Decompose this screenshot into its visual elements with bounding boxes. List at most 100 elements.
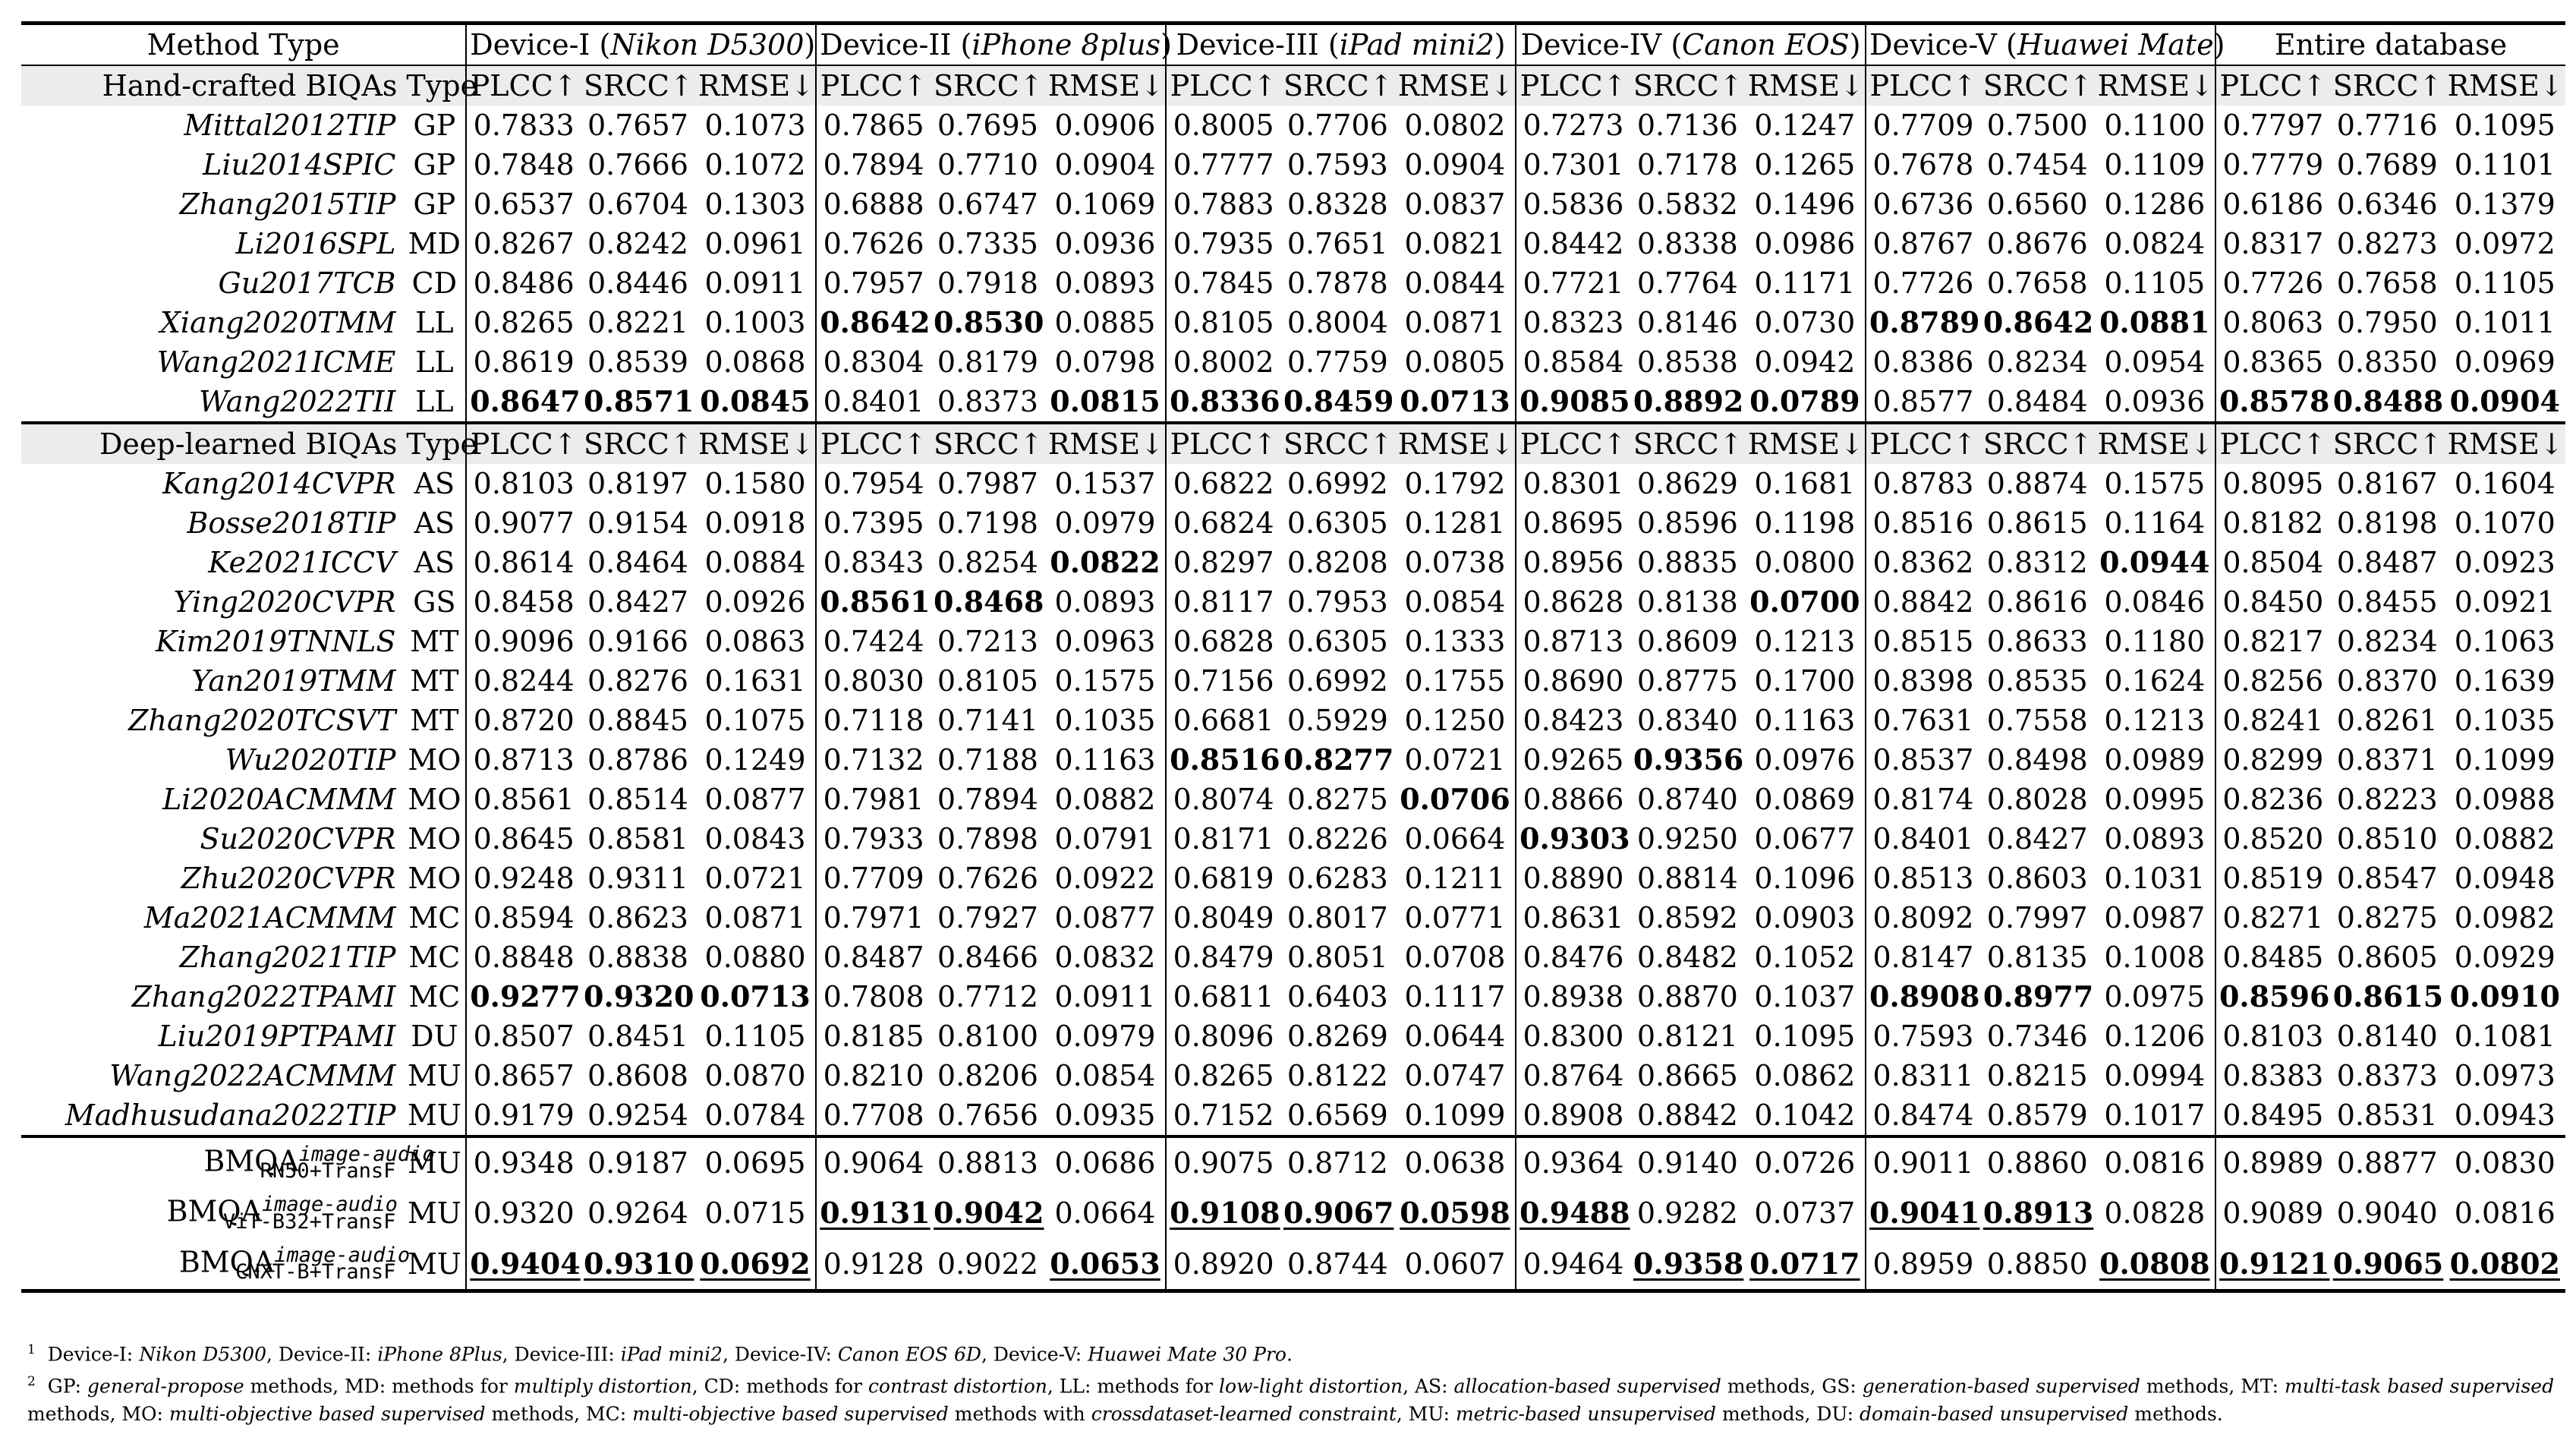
metric-cell: 0.7898 — [937, 822, 1038, 856]
metric-cell: 0.8386 — [1865, 342, 1980, 382]
metric-header: RMSE↓ — [1744, 423, 1866, 464]
method-name: Liu2019PTPAMI — [158, 1020, 396, 1053]
metric-cell: 0.0884 — [704, 546, 806, 579]
best-value: 0.9488 — [1519, 1196, 1630, 1231]
metric-header: SRCC↑ — [931, 65, 1045, 106]
metric-cell: 0.8147 — [1865, 938, 1980, 977]
metric-cell: 0.8179 — [937, 345, 1038, 379]
metric-cell: 0.0854 — [1054, 1059, 1156, 1092]
metric-cell: 0.0598 — [1395, 1188, 1516, 1238]
table-row: Wang2022ACMMM MU 0.8657 0.8608 0.0870 0.8210 0… — [21, 1056, 2565, 1095]
metric-cell: 0.7335 — [937, 227, 1038, 260]
metric-cell: 0.1333 — [1404, 625, 1506, 658]
metric-cell: 0.8571 — [584, 384, 694, 418]
device-label: Device-I — [470, 28, 590, 61]
metric-cell: 0.8740 — [1636, 783, 1738, 816]
table-row: Su2020CVPR MO 0.8645 0.8581 0.0843 0.7933 0.78… — [21, 819, 2565, 859]
method-name: Zhang2015TIP — [179, 188, 396, 221]
metric-cell: 0.7716 — [2336, 109, 2438, 142]
method-name: Yan2019TMM — [191, 664, 396, 698]
metric-cell: 0.6186 — [2214, 184, 2330, 224]
metric-cell: 0.7273 — [1515, 106, 1630, 145]
best-value: 0.0808 — [2099, 1246, 2210, 1281]
footnote-fragment: methods with — [948, 1402, 1091, 1425]
footnote-fragment: , Device-V: — [981, 1343, 1088, 1366]
metric-cell: 0.8614 — [465, 543, 581, 582]
best-value: 0.9121 — [2219, 1246, 2330, 1281]
metric-cell: 0.8866 — [1515, 780, 1630, 819]
metric-cell: 0.7198 — [937, 506, 1038, 540]
metric-cell: 0.8254 — [937, 546, 1038, 579]
best-value: 0.0802 — [2449, 1246, 2560, 1281]
metric-cell: 0.0845 — [700, 384, 811, 418]
metric-cell: 0.7709 — [815, 859, 931, 898]
metric-cell: 0.8074 — [1165, 780, 1280, 819]
metric-cell: 0.6736 — [1865, 184, 1980, 224]
method-type: GP — [413, 109, 456, 142]
metric-cell: 0.1247 — [1754, 109, 1856, 142]
metric-cell: 0.8631 — [1515, 898, 1630, 938]
metric-header: PLCC↑ — [1515, 423, 1630, 464]
metric-cell: 0.7346 — [1986, 1020, 2088, 1053]
metric-cell: 0.8633 — [1986, 625, 2088, 658]
method-name: Su2020CVPR — [200, 822, 396, 856]
metric-cell: 0.8628 — [1515, 582, 1630, 622]
header-row: Method Type Device-I (Nikon D5300) Device… — [21, 23, 2565, 65]
best-value: 0.0692 — [700, 1246, 811, 1281]
metric-cell: 0.0747 — [1404, 1059, 1506, 1092]
footnote-fragment: methods, MD: methods for — [244, 1375, 514, 1398]
metric-cell: 0.1250 — [1404, 704, 1506, 737]
best-value: 0.9404 — [470, 1246, 581, 1281]
bmqa-method-name: BMQAimage-audioRN50+TransF — [21, 1136, 434, 1188]
metric-cell: 0.7500 — [1986, 109, 2088, 142]
footnote-fragment: multi-task based supervised — [2285, 1375, 2555, 1398]
metric-cell: 0.8273 — [2336, 227, 2438, 260]
metric-cell: 0.0936 — [1054, 227, 1156, 260]
metric-cell: 0.1180 — [2104, 625, 2206, 658]
metric-cell: 0.0713 — [1400, 384, 1510, 418]
metric-cell: 0.9310 — [581, 1239, 695, 1291]
metric-cell: 0.8446 — [587, 266, 688, 300]
bmqa-method-name: BMQAimage-audioCNXT-B+TransF — [21, 1239, 410, 1291]
metric-cell: 0.9264 — [587, 1196, 688, 1231]
device-model: Canon EOS — [1682, 28, 1850, 61]
metric-cell: 0.8515 — [1865, 622, 1980, 661]
metric-cell: 0.7777 — [1165, 145, 1280, 184]
metric-cell: 0.8171 — [1165, 819, 1280, 859]
bmqa-method-name: BMQAimage-audioViT-B32+TransF — [21, 1188, 403, 1238]
metric-cell: 0.8615 — [2332, 979, 2444, 1013]
metric-cell: 0.0893 — [1054, 585, 1156, 619]
metric-cell: 0.8323 — [1515, 303, 1630, 342]
metric-cell: 0.9166 — [587, 625, 688, 658]
metric-cell: 0.7797 — [2214, 106, 2330, 145]
method-name: Li2020ACMMM — [162, 783, 396, 816]
metric-cell: 0.7726 — [2214, 263, 2330, 303]
metric-cell: 0.0882 — [2454, 822, 2556, 856]
metric-cell: 0.8455 — [2336, 585, 2438, 619]
metric-cell: 0.7918 — [937, 266, 1038, 300]
metric-cell: 0.8051 — [1286, 941, 1388, 974]
metric-cell: 0.7808 — [815, 977, 931, 1017]
metric-cell: 0.9041 — [1865, 1188, 1980, 1239]
metric-cell: 0.8256 — [2214, 661, 2330, 701]
method-type: MT — [410, 625, 459, 658]
metric-cell: 0.7141 — [937, 704, 1038, 737]
metric-cell: 0.0843 — [704, 822, 806, 856]
table-row: Yan2019TMM MT 0.8244 0.8276 0.1631 0.8030 0.81… — [21, 661, 2565, 701]
table-row: Zhang2020TCSVT MT 0.8720 0.8845 0.1075 0.7118… — [21, 701, 2565, 740]
bmqa-superscript: image-audio — [298, 1143, 435, 1166]
metric-cell: 0.8423 — [1515, 701, 1630, 740]
footnote-fragment: methods. — [2128, 1402, 2223, 1425]
metric-cell: 0.1281 — [1404, 506, 1506, 540]
metric-cell: 0.8442 — [1515, 224, 1630, 263]
method-name: Ke2021ICCV — [208, 546, 396, 579]
metric-cell: 0.7132 — [815, 740, 931, 780]
metric-cell: 0.9348 — [465, 1136, 581, 1189]
metric-cell: 0.9488 — [1515, 1188, 1630, 1239]
metric-cell: 0.7626 — [937, 862, 1038, 895]
metric-cell: 0.9248 — [465, 859, 581, 898]
method-name: Wang2022ACMMM — [109, 1059, 396, 1092]
metric-cell: 0.8615 — [1986, 506, 2088, 540]
method-name: Li2016SPL — [235, 227, 396, 260]
best-value: 0.9042 — [934, 1196, 1044, 1231]
